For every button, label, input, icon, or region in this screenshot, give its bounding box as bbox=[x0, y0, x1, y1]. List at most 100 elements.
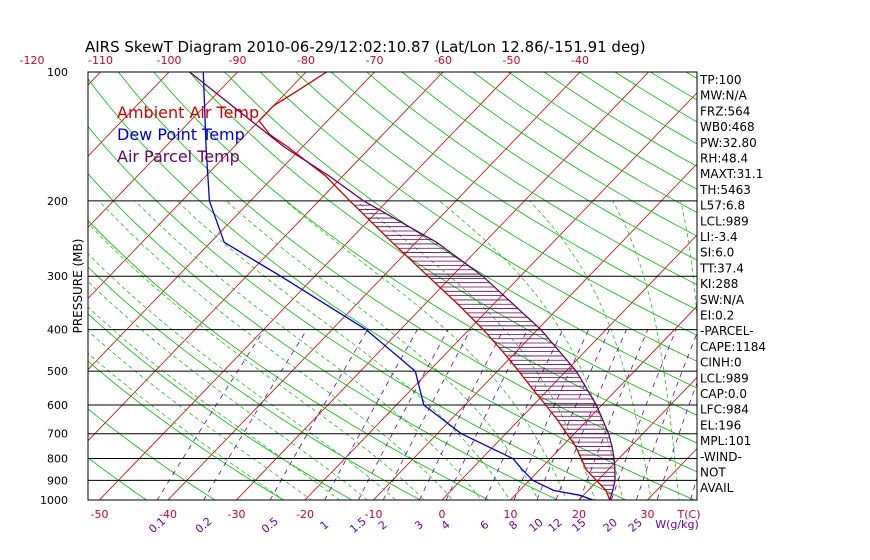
mixing-ratio-line bbox=[382, 329, 471, 500]
isotherm bbox=[235, 72, 650, 500]
mixing-ratio-line bbox=[156, 329, 265, 500]
mixing-ratio-tick-label: 8 bbox=[506, 518, 520, 532]
mixing-ratio-line bbox=[324, 329, 418, 500]
isotherm bbox=[88, 72, 444, 442]
mixing-ratio-tick-label: 10 bbox=[527, 516, 546, 535]
isotherm bbox=[88, 72, 307, 300]
mixing-ratio-tick-label: 0.2 bbox=[193, 515, 215, 536]
mixing-ratio-line bbox=[419, 329, 504, 500]
ambient-temp-line bbox=[258, 72, 611, 500]
bottom-temp-tick-label: 30 bbox=[641, 508, 655, 521]
pressure-tick-label: 300 bbox=[47, 270, 68, 283]
pressure-tick-label: 800 bbox=[47, 453, 68, 466]
moist-adiabat bbox=[134, 200, 482, 500]
bottom-temp-tick-label: 10 bbox=[504, 508, 518, 521]
index-value: TP:100 bbox=[699, 73, 742, 87]
moist-adiabat bbox=[88, 222, 425, 500]
index-value: L57:6.8 bbox=[700, 199, 745, 213]
dry-adiabat bbox=[88, 408, 216, 500]
index-value: SW:N/A bbox=[700, 293, 745, 307]
mixing-ratio-unit-label: W(g/kg) bbox=[655, 518, 699, 531]
bottom-temp-tick-label: -10 bbox=[365, 508, 383, 521]
mixing-ratio-line bbox=[579, 329, 649, 500]
bottom-temp-tick-label: -30 bbox=[228, 508, 246, 521]
bottom-temp-tick-label: 0 bbox=[439, 508, 446, 521]
bottom-temp-tick-label: -20 bbox=[296, 508, 314, 521]
moist-adiabat bbox=[88, 330, 312, 500]
index-value: CAP:0.0 bbox=[700, 387, 747, 401]
top-temp-tick-label: -60 bbox=[434, 54, 452, 67]
mixing-ratio-line bbox=[635, 332, 697, 500]
index-value: MW:N/A bbox=[700, 89, 748, 103]
moist-adiabat bbox=[355, 200, 596, 500]
mixing-ratio-tick-label: 3 bbox=[412, 518, 426, 532]
pressure-tick-label: 700 bbox=[47, 428, 68, 441]
isotherm bbox=[88, 72, 102, 86]
moist-adiabat bbox=[88, 352, 285, 500]
isotherm bbox=[88, 72, 376, 371]
pressure-tick-label: 1000 bbox=[40, 494, 68, 507]
mixing-ratio-tick-label: 20 bbox=[601, 516, 620, 535]
dry-adiabat bbox=[189, 72, 697, 416]
index-value: WB0:468 bbox=[700, 120, 755, 134]
isotherm bbox=[88, 72, 170, 157]
mixing-ratio-line bbox=[610, 329, 677, 500]
mixing-ratio-line bbox=[536, 329, 610, 500]
dry-adiabat bbox=[650, 72, 697, 101]
index-value: NOT bbox=[700, 466, 726, 480]
moist-adiabat bbox=[529, 200, 652, 500]
dry-adiabat bbox=[88, 266, 422, 500]
dry-adiabat bbox=[259, 72, 697, 362]
mixing-ratio-tick-label: 1 bbox=[318, 518, 332, 532]
index-value: MPL:101 bbox=[700, 434, 751, 448]
chart-title: AIRS SkewT Diagram 2010-06-29/12:02:10.8… bbox=[85, 38, 646, 56]
isotherm bbox=[372, 163, 697, 500]
mixing-ratio-line bbox=[690, 476, 697, 500]
moist-adiabat bbox=[98, 200, 454, 500]
dry-adiabat bbox=[88, 360, 285, 500]
pressure-tick-label: 400 bbox=[47, 324, 68, 337]
bottom-temp-tick-label: -40 bbox=[159, 508, 177, 521]
index-value: LCL:989 bbox=[700, 371, 749, 385]
pressure-tick-label: 200 bbox=[47, 195, 68, 208]
isotherm bbox=[836, 52, 870, 517]
pressure-tick-label: 600 bbox=[47, 399, 68, 412]
dry-adiabat bbox=[88, 457, 148, 500]
moist-adiabat bbox=[439, 200, 624, 500]
index-value: RH:48.4 bbox=[700, 152, 748, 166]
dry-adiabat bbox=[295, 72, 697, 336]
mixing-ratio-line bbox=[484, 329, 564, 500]
top-temp-tick-label: -70 bbox=[366, 54, 384, 67]
dry-adiabat bbox=[401, 72, 697, 261]
index-value: MAXT:31.1 bbox=[700, 167, 763, 181]
pressure-tick-label: 500 bbox=[47, 365, 68, 378]
top-temp-tick-label: -110 bbox=[88, 54, 113, 67]
pressure-tick-label: 900 bbox=[47, 474, 68, 487]
dry-adiabat bbox=[88, 125, 627, 500]
mixing-ratio-tick-label: 4 bbox=[439, 518, 453, 532]
pressure-tick-label: 100 bbox=[47, 66, 68, 79]
plot-frame bbox=[87, 71, 698, 501]
index-value: CINH:0 bbox=[700, 356, 742, 370]
index-value: AVAIL bbox=[700, 481, 734, 495]
index-value: LI:-3.4 bbox=[700, 230, 738, 244]
y-axis-label: PRESSURE (MB) bbox=[71, 239, 85, 334]
legend-entry: Dew Point Temp bbox=[117, 125, 245, 144]
mixing-ratio-line bbox=[656, 381, 697, 500]
index-value: FRZ:564 bbox=[700, 104, 750, 118]
moist-adiabat bbox=[88, 281, 369, 500]
isotherm bbox=[767, 52, 870, 517]
mixing-ratio-line bbox=[555, 329, 627, 500]
dry-adiabat bbox=[88, 173, 559, 500]
index-value: CAPE:1184 bbox=[700, 340, 766, 354]
top-temp-tick-label: -90 bbox=[229, 54, 247, 67]
moist-adiabat bbox=[284, 200, 567, 500]
moist-adiabat bbox=[612, 200, 680, 500]
dry-adiabat bbox=[88, 313, 353, 500]
top-temp-tick-label: -40 bbox=[571, 54, 589, 67]
dry-adiabat bbox=[508, 72, 697, 190]
index-value: -PARCEL- bbox=[700, 324, 754, 338]
index-value: EL:196 bbox=[700, 418, 741, 432]
dry-adiabat bbox=[153, 72, 697, 444]
